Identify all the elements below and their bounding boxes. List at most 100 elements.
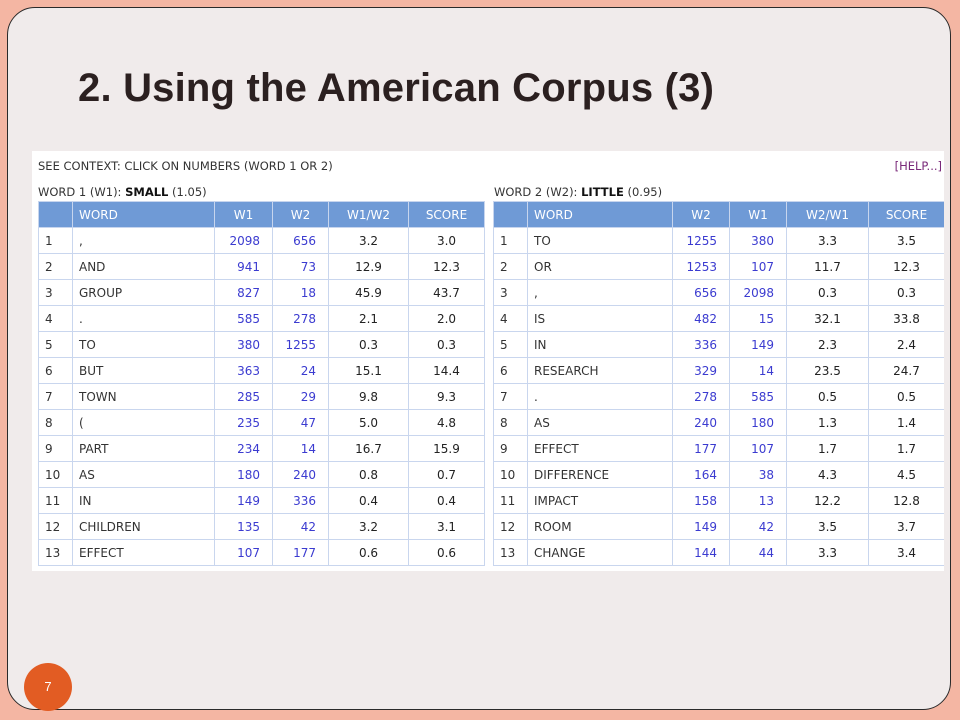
frequency-link[interactable]: 15 bbox=[729, 305, 787, 332]
table-row: 3 GROUP 827 18 45.9 43.7 bbox=[38, 279, 485, 306]
score-cell: 4.8 bbox=[408, 409, 485, 436]
frequency-link[interactable]: 13 bbox=[729, 487, 787, 514]
frequency-link[interactable]: 14 bbox=[272, 435, 329, 462]
frequency-link[interactable]: 177 bbox=[672, 435, 730, 462]
frequency-link[interactable]: 2098 bbox=[214, 227, 273, 254]
frequency-link[interactable]: 38 bbox=[729, 461, 787, 488]
frequency-link[interactable]: 278 bbox=[672, 383, 730, 410]
word-cell: , bbox=[72, 227, 215, 254]
ratio-cell: 16.7 bbox=[328, 435, 409, 462]
score-cell: 9.3 bbox=[408, 383, 485, 410]
frequency-link[interactable]: 158 bbox=[672, 487, 730, 514]
column-header: WORD bbox=[527, 201, 673, 228]
frequency-link[interactable]: 73 bbox=[272, 253, 329, 280]
slide-title: 2. Using the American Corpus (3) bbox=[78, 66, 715, 110]
ratio-cell: 3.2 bbox=[328, 513, 409, 540]
help-link[interactable]: [HELP...] bbox=[894, 159, 942, 173]
ratio-cell: 3.2 bbox=[328, 227, 409, 254]
frequency-link[interactable]: 144 bbox=[672, 539, 730, 566]
frequency-link[interactable]: 135 bbox=[214, 513, 273, 540]
frequency-link[interactable]: 2098 bbox=[729, 279, 787, 306]
frequency-link[interactable]: 107 bbox=[729, 435, 787, 462]
word-cell: ( bbox=[72, 409, 215, 436]
score-cell: 0.3 bbox=[868, 279, 944, 306]
column-header: SCORE bbox=[408, 201, 485, 228]
word-cell: EFFECT bbox=[72, 539, 215, 566]
table-row: 6 BUT 363 24 15.1 14.4 bbox=[38, 357, 485, 384]
frequency-link[interactable]: 1255 bbox=[672, 227, 730, 254]
frequency-link[interactable]: 47 bbox=[272, 409, 329, 436]
frequency-link[interactable]: 29 bbox=[272, 383, 329, 410]
frequency-link[interactable]: 107 bbox=[214, 539, 273, 566]
table-row: 1 TO 1255 380 3.3 3.5 bbox=[493, 227, 944, 254]
ratio-cell: 32.1 bbox=[786, 305, 869, 332]
word-cell: GROUP bbox=[72, 279, 215, 306]
frequency-link[interactable]: 336 bbox=[272, 487, 329, 514]
score-cell: 0.7 bbox=[408, 461, 485, 488]
word-cell: TOWN bbox=[72, 383, 215, 410]
frequency-link[interactable]: 149 bbox=[214, 487, 273, 514]
frequency-link[interactable]: 149 bbox=[672, 513, 730, 540]
word-cell: TO bbox=[72, 331, 215, 358]
rank-cell: 5 bbox=[38, 331, 73, 358]
frequency-link[interactable]: 380 bbox=[214, 331, 273, 358]
frequency-link[interactable]: 941 bbox=[214, 253, 273, 280]
frequency-link[interactable]: 234 bbox=[214, 435, 273, 462]
column-header bbox=[38, 201, 73, 228]
frequency-link[interactable]: 24 bbox=[272, 357, 329, 384]
frequency-link[interactable]: 380 bbox=[729, 227, 787, 254]
frequency-link[interactable]: 363 bbox=[214, 357, 273, 384]
score-cell: 2.4 bbox=[868, 331, 944, 358]
ratio-cell: 9.8 bbox=[328, 383, 409, 410]
frequency-link[interactable]: 656 bbox=[272, 227, 329, 254]
rank-cell: 10 bbox=[493, 461, 528, 488]
score-cell: 2.0 bbox=[408, 305, 485, 332]
rank-cell: 2 bbox=[38, 253, 73, 280]
frequency-link[interactable]: 1255 bbox=[272, 331, 329, 358]
ratio-cell: 1.7 bbox=[786, 435, 869, 462]
score-cell: 12.3 bbox=[868, 253, 944, 280]
word-cell: AS bbox=[527, 409, 673, 436]
column-header: W1/W2 bbox=[328, 201, 409, 228]
word1-collocates-table: WORD W1 W2 W1/W2 SCORE 1, 2098 656 3.2 3.0 2 AND 94… bbox=[38, 201, 485, 566]
frequency-link[interactable]: 44 bbox=[729, 539, 787, 566]
frequency-link[interactable]: 585 bbox=[729, 383, 787, 410]
frequency-link[interactable]: 149 bbox=[729, 331, 787, 358]
frequency-link[interactable]: 14 bbox=[729, 357, 787, 384]
frequency-link[interactable]: 240 bbox=[272, 461, 329, 488]
frequency-link[interactable]: 107 bbox=[729, 253, 787, 280]
frequency-link[interactable]: 235 bbox=[214, 409, 273, 436]
frequency-link[interactable]: 180 bbox=[214, 461, 273, 488]
table-row: 13 CHANGE 144 44 3.3 3.4 bbox=[493, 539, 944, 566]
frequency-link[interactable]: 164 bbox=[672, 461, 730, 488]
frequency-link[interactable]: 240 bbox=[672, 409, 730, 436]
frequency-link[interactable]: 1253 bbox=[672, 253, 730, 280]
word2-value: LITTLE bbox=[581, 185, 624, 199]
frequency-link[interactable]: 656 bbox=[672, 279, 730, 306]
ratio-cell: 0.5 bbox=[786, 383, 869, 410]
rank-cell: 12 bbox=[493, 513, 528, 540]
frequency-link[interactable]: 42 bbox=[729, 513, 787, 540]
rank-cell: 11 bbox=[493, 487, 528, 514]
frequency-link[interactable]: 177 bbox=[272, 539, 329, 566]
frequency-link[interactable]: 585 bbox=[214, 305, 273, 332]
ratio-cell: 11.7 bbox=[786, 253, 869, 280]
frequency-link[interactable]: 285 bbox=[214, 383, 273, 410]
frequency-link[interactable]: 329 bbox=[672, 357, 730, 384]
frequency-link[interactable]: 42 bbox=[272, 513, 329, 540]
rank-cell: 4 bbox=[493, 305, 528, 332]
word-cell: IN bbox=[527, 331, 673, 358]
rank-cell: 3 bbox=[38, 279, 73, 306]
ratio-cell: 0.3 bbox=[786, 279, 869, 306]
frequency-link[interactable]: 18 bbox=[272, 279, 329, 306]
word1-label: WORD 1 (W1): bbox=[38, 185, 126, 199]
frequency-link[interactable]: 482 bbox=[672, 305, 730, 332]
frequency-link[interactable]: 278 bbox=[272, 305, 329, 332]
score-cell: 0.5 bbox=[868, 383, 944, 410]
frequency-link[interactable]: 180 bbox=[729, 409, 787, 436]
table-row: 11 IMPACT 158 13 12.2 12.8 bbox=[493, 487, 944, 514]
frequency-link[interactable]: 827 bbox=[214, 279, 273, 306]
score-cell: 0.3 bbox=[408, 331, 485, 358]
frequency-link[interactable]: 336 bbox=[672, 331, 730, 358]
context-instruction: SEE CONTEXT: CLICK ON NUMBERS (WORD 1 OR… bbox=[38, 159, 333, 173]
